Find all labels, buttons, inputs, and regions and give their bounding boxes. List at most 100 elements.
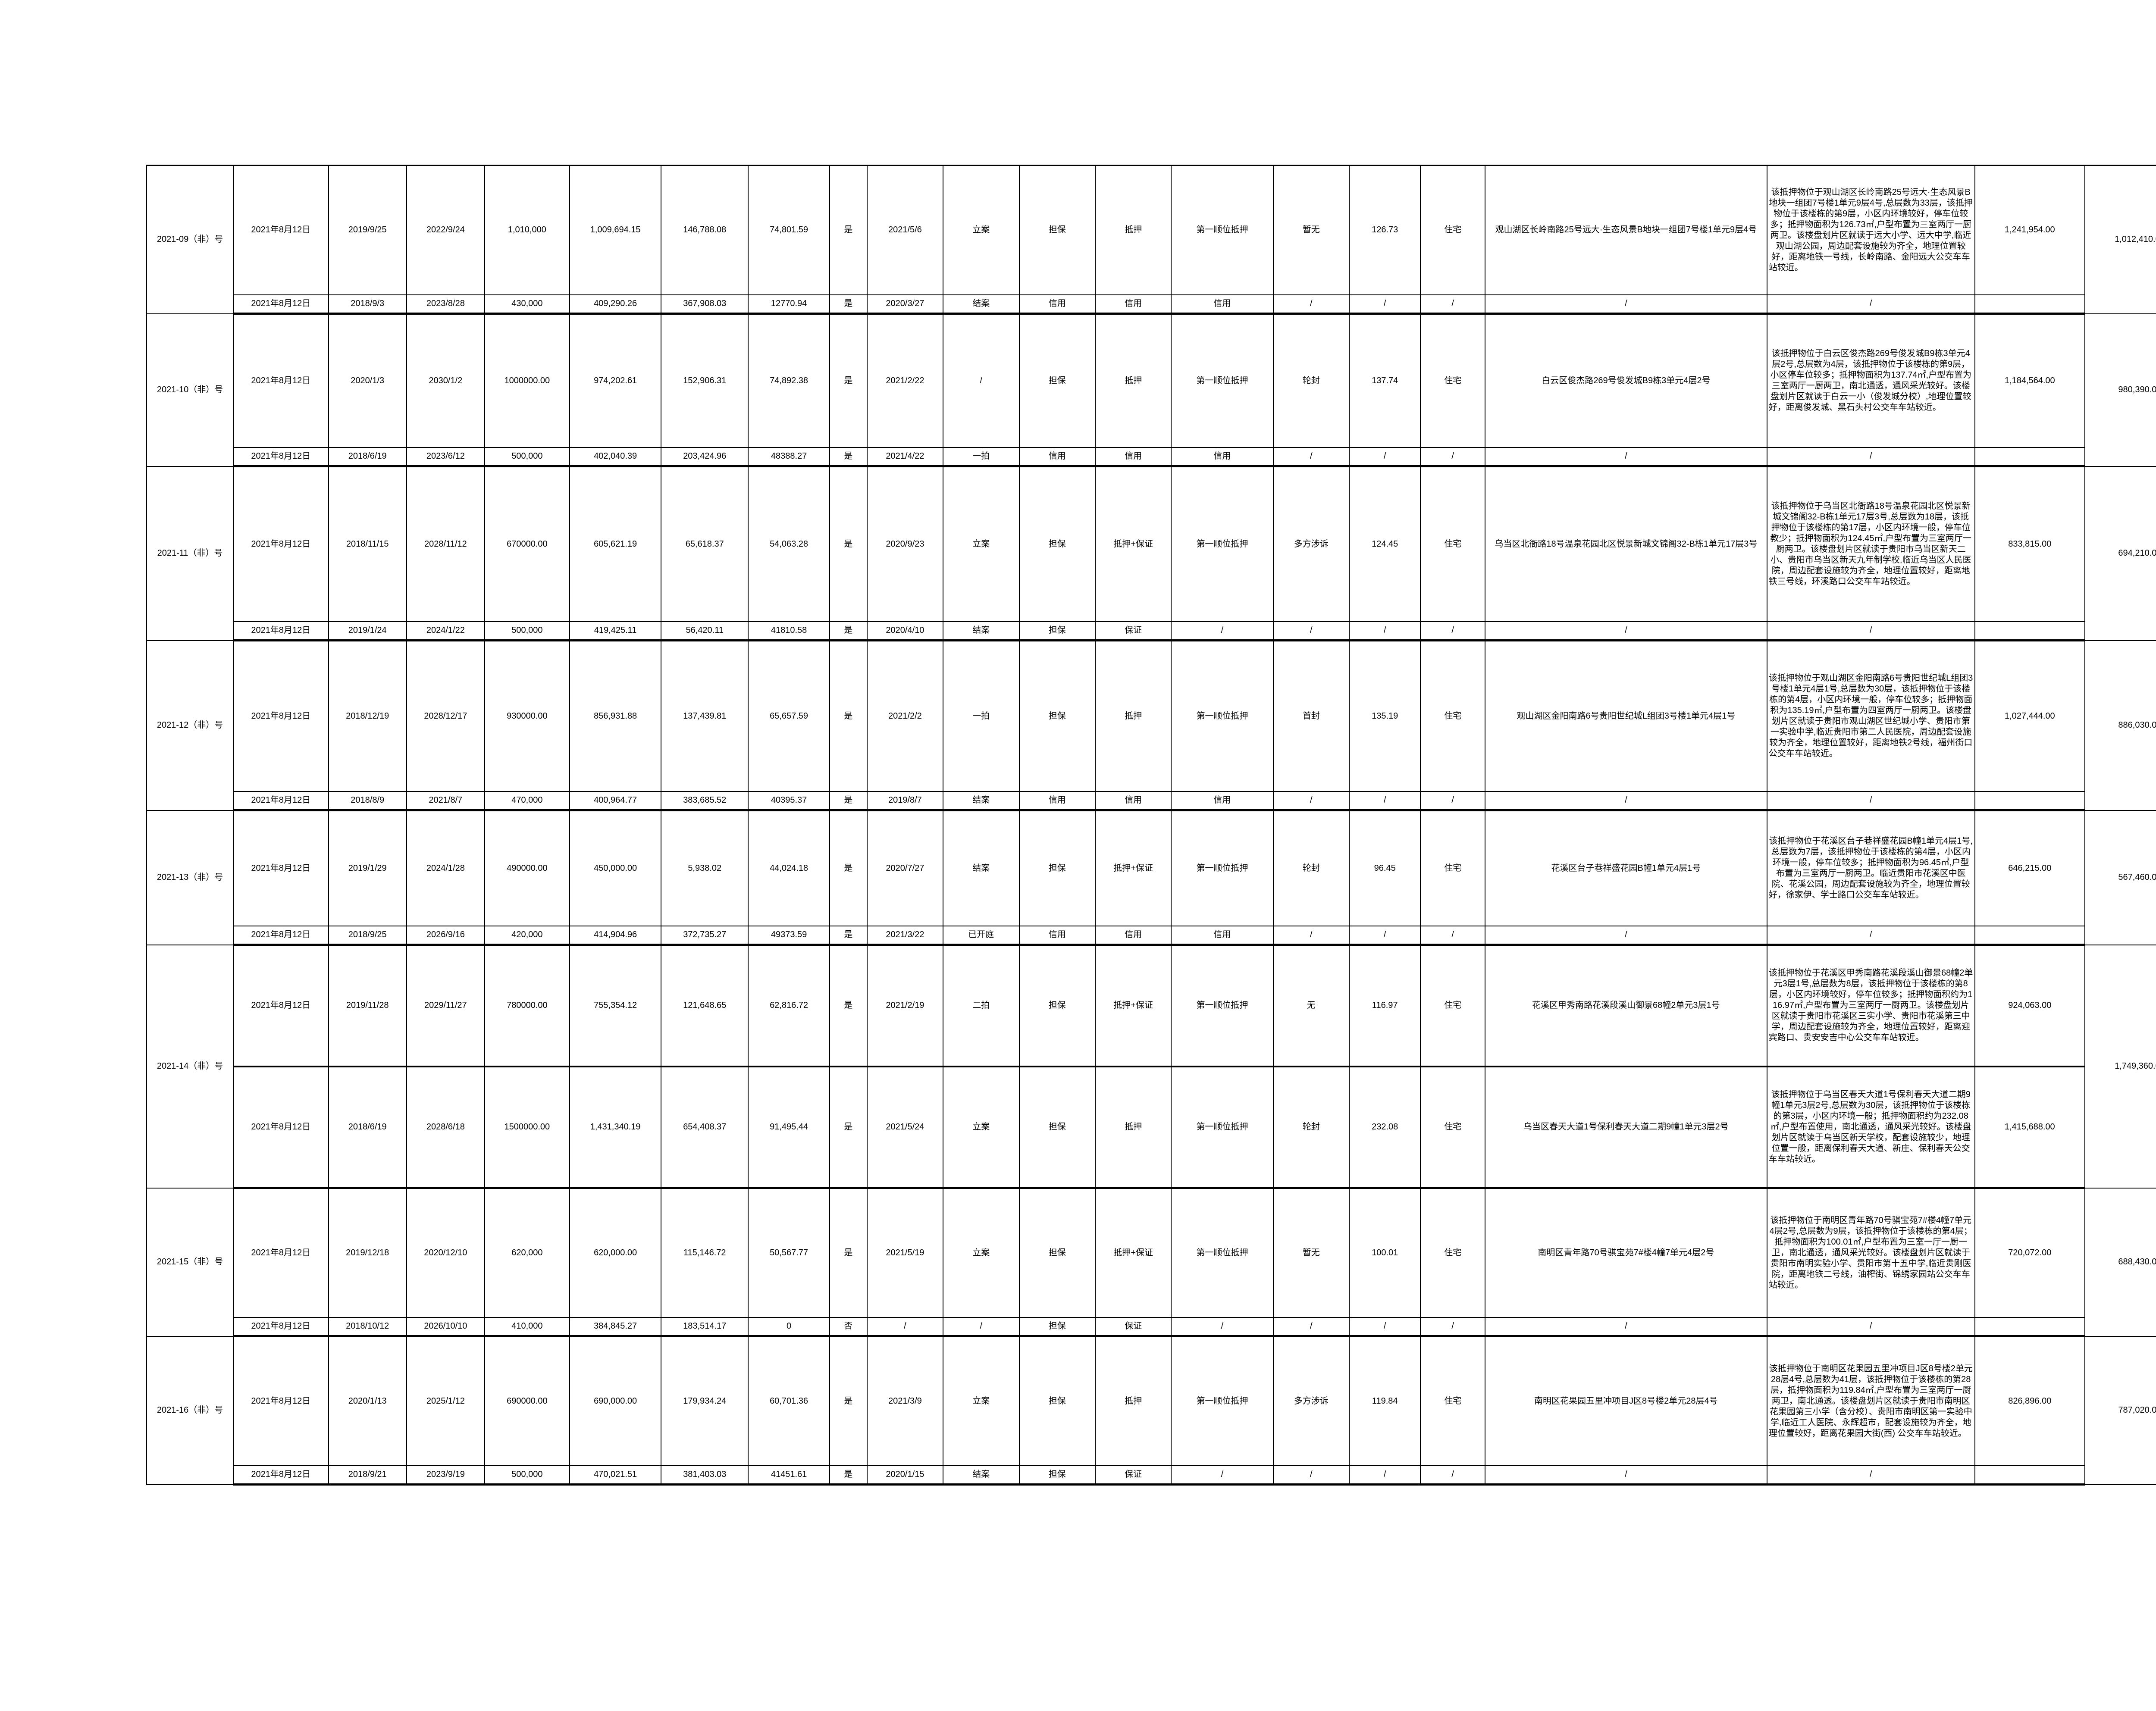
cell-overdue-principal: 179,934.24	[661, 1336, 749, 1466]
cell-principal: 690000.00	[484, 1336, 570, 1466]
cell-description: 该抵押物位于乌当区北衙路18号温泉花园北区悦景新城文锦阁32-B栋1单元17层3…	[1766, 466, 1975, 622]
cell-principal: 500,000	[484, 621, 570, 641]
cell-overdue-principal: 203,424.96	[661, 447, 749, 467]
cell-litigation-date: 2020/3/27	[866, 294, 944, 315]
cell-overdue-interest: 49373.59	[748, 925, 830, 946]
cell-status: 立案	[943, 1336, 1020, 1466]
cell-report-date: 2021年8月12日	[233, 1317, 329, 1337]
cell-is-overdue: 否	[829, 1317, 868, 1337]
cell-litigation-date: 2021/5/6	[866, 165, 944, 295]
cell-appraised-value: 1,184,564.00	[1974, 313, 2085, 448]
cell-loan-start: 2018/11/15	[328, 466, 407, 622]
cell-seal: /	[1272, 1465, 1350, 1486]
cell-report-date: 2021年8月12日	[233, 294, 329, 315]
cell-collateral-type: 保证	[1094, 621, 1172, 641]
cell-loan-end: 2026/10/10	[406, 1317, 485, 1337]
table-row: 2021年8月12日 2018/6/19 2023/6/12 500,000 402,0…	[147, 447, 2156, 467]
cell-record-id: 2021-13（非）号	[146, 810, 234, 945]
cell-record-id: 2021-09（非）号	[146, 165, 234, 314]
cell-address: 白云区俊杰路269号俊发城B9栋3单元4层2号	[1485, 313, 1767, 448]
cell-collateral-type: 保证	[1094, 1317, 1172, 1337]
cell-balance: 414,904.96	[569, 925, 662, 946]
cell-balance: 620,000.00	[569, 1187, 662, 1318]
cell-description: /	[1766, 447, 1975, 467]
cell-overdue-principal: 56,420.11	[661, 621, 749, 641]
cell-appraised-value: 1,027,444.00	[1974, 640, 2085, 792]
cell-area: 96.45	[1348, 810, 1421, 926]
cell-loan-end: 2020/12/10	[406, 1187, 485, 1318]
cell-status: 一拍	[943, 447, 1020, 467]
cell-appraised-value	[1974, 1317, 2085, 1337]
cell-balance: 409,290.26	[569, 294, 662, 315]
cell-litigation-date: 2020/7/27	[866, 810, 944, 926]
cell-loan-start: 2019/9/25	[328, 165, 407, 295]
cell-loan-start: 2020/1/3	[328, 313, 407, 448]
cell-overdue-interest: 48388.27	[748, 447, 830, 467]
cell-rank: 第一顺位抵押	[1171, 466, 1274, 622]
cell-guarantee-type: 担保	[1018, 313, 1096, 448]
cell-balance: 856,931.88	[569, 640, 662, 792]
cell-litigation-date: 2020/9/23	[866, 466, 944, 622]
cell-property-type: /	[1420, 1317, 1486, 1337]
cell-seal: 暂无	[1272, 165, 1350, 295]
cell-overdue-principal: 152,906.31	[661, 313, 749, 448]
cell-balance: 1,431,340.19	[569, 1065, 662, 1189]
cell-loan-end: 2029/11/27	[406, 944, 485, 1067]
cell-status: /	[943, 313, 1020, 448]
cell-description: /	[1766, 1317, 1975, 1337]
cell-overdue-interest: 65,657.59	[748, 640, 830, 792]
cell-collateral-type: 抵押	[1094, 1336, 1172, 1466]
cell-overdue-principal: 115,146.72	[661, 1187, 749, 1318]
table-row: 2021-15（非）号 2021年8月12日 2019/12/18 2020/12/1…	[146, 1187, 2156, 1337]
cell-guarantee-type: 担保	[1018, 810, 1096, 926]
cell-address: /	[1485, 447, 1767, 467]
cell-guarantee-type: 担保	[1018, 640, 1096, 792]
cell-principal: 620,000	[484, 1187, 570, 1318]
cell-collateral-type: 抵押	[1094, 1065, 1172, 1189]
cell-address: 观山湖区长岭南路25号远大·生态风景B地块一组团7号楼1单元9层4号	[1485, 165, 1767, 295]
cell-property-type: /	[1420, 925, 1486, 946]
cell-address: /	[1485, 1465, 1767, 1486]
cell-report-date: 2021年8月12日	[233, 621, 329, 641]
cell-balance: 419,425.11	[569, 621, 662, 641]
cell-litigation-date: 2019/8/7	[866, 791, 944, 811]
cell-overdue-interest: 41451.61	[748, 1465, 830, 1486]
cell-rank: 信用	[1171, 791, 1274, 811]
cell-property-type: /	[1420, 621, 1486, 641]
cell-guarantee-type: 担保	[1018, 1065, 1096, 1189]
cell-principal: 410,000	[484, 1317, 570, 1337]
cell-status: 二拍	[943, 944, 1020, 1067]
table-row: 2021年8月12日 2018/10/12 2026/10/10 410,000 384…	[147, 1317, 2156, 1337]
cell-report-date: 2021年8月12日	[233, 791, 329, 811]
cell-collateral-type: 抵押	[1094, 640, 1172, 792]
cell-area: /	[1348, 1465, 1421, 1486]
cell-loan-end: 2030/1/2	[406, 313, 485, 448]
cell-is-overdue: 是	[829, 1187, 868, 1318]
cell-loan-end: 2025/1/12	[406, 1336, 485, 1466]
cell-litigation-date: 2021/2/22	[866, 313, 944, 448]
cell-loan-start: 2018/9/21	[328, 1465, 407, 1486]
cell-principal: 470,000	[484, 791, 570, 811]
cell-status: 立案	[943, 165, 1020, 295]
cell-description: 该抵押物位于南明区花果园五里冲项目J区8号楼2单元28层4号,总层数为41层，该…	[1766, 1336, 1975, 1466]
cell-rank: 第一顺位抵押	[1171, 640, 1274, 792]
table-row: 2021-16（非）号 2021年8月12日 2020/1/13 2025/1/12 6…	[146, 1336, 2156, 1485]
cell-area: 126.73	[1348, 165, 1421, 295]
cell-guarantee-type: 担保	[1018, 165, 1096, 295]
cell-rank: 第一顺位抵押	[1171, 944, 1274, 1067]
cell-loan-end: 2023/9/19	[406, 1465, 485, 1486]
cell-property-type: 住宅	[1420, 313, 1486, 448]
cell-is-overdue: 是	[829, 1465, 868, 1486]
cell-principal: 490000.00	[484, 810, 570, 926]
cell-property-type: 住宅	[1420, 944, 1486, 1067]
cell-is-overdue: 是	[829, 1065, 868, 1189]
cell-record-id: 2021-12（非）号	[146, 640, 234, 811]
cell-litigation-date: 2021/3/22	[866, 925, 944, 946]
cell-property-type: /	[1420, 447, 1486, 467]
cell-collateral-type: 信用	[1094, 791, 1172, 811]
cell-litigation-date: 2021/2/2	[866, 640, 944, 792]
cell-appraised-value	[1974, 447, 2085, 467]
cell-description: /	[1766, 791, 1975, 811]
cell-overdue-interest: 0	[748, 1317, 830, 1337]
cell-loan-start: 2019/1/29	[328, 810, 407, 926]
